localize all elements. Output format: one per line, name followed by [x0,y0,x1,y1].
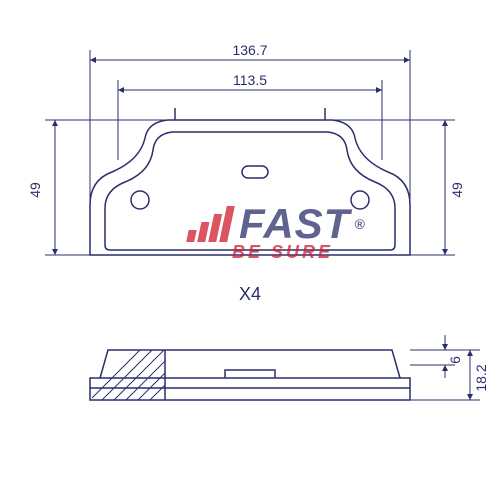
registered-mark: ® [354,216,365,232]
dim-height-left: 49 [27,120,168,255]
dim-side-total-value: 18.2 [473,364,489,391]
dim-width-inner: 113.5 [118,72,382,160]
side-view [90,350,410,400]
dim-height-left-value: 49 [27,182,43,198]
dim-height-right-value: 49 [449,182,465,198]
brand-watermark: FAST® BE SURE [190,200,366,263]
brand-name: FAST [239,200,350,248]
brand-logo: FAST® [190,200,366,248]
dim-side-top: 6 [410,335,463,378]
dim-side-top-value: 6 [447,356,463,364]
logo-bars-icon [186,206,235,242]
quantity-label: X4 [239,284,261,304]
dim-width-inner-value: 113.5 [233,72,267,88]
dim-width-overall-value: 136.7 [232,42,267,58]
